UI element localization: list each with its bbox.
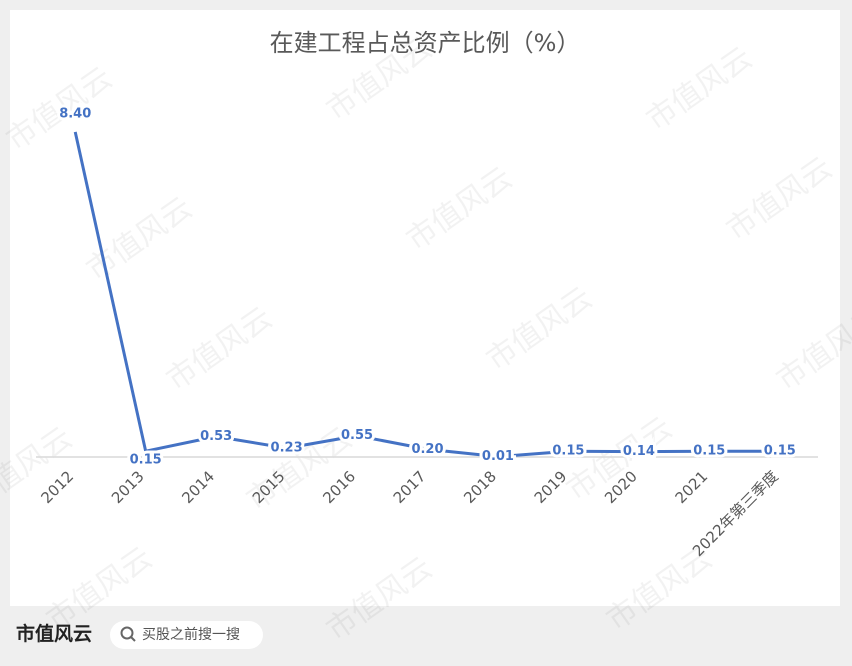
search-icon-handle (130, 636, 136, 642)
data-label: 0.55 (341, 428, 373, 443)
data-label: 0.53 (200, 429, 232, 444)
footer: 市值风云 买股之前搜一搜 (16, 621, 263, 649)
data-label: 0.15 (130, 453, 162, 468)
search-box[interactable] (110, 621, 263, 649)
search-placeholder: 买股之前搜一搜 (142, 626, 240, 643)
footer-logo: 市值风云 (16, 622, 92, 645)
data-label: 0.15 (693, 444, 725, 459)
data-label: 0.01 (482, 449, 514, 464)
line (73, 131, 780, 459)
data-label: 0.15 (552, 444, 584, 459)
search-icon (120, 626, 134, 640)
chart-title: 在建工程占总资产比例（%） (270, 29, 581, 57)
data-label: 0.14 (623, 444, 655, 459)
data-label: 0.15 (764, 444, 796, 459)
plot: 2012 2013 2014 2015 2016 2017 2018 2019 2020 2021… (38, 103, 799, 560)
chart-area (10, 10, 840, 606)
data-label: 0.23 (271, 441, 303, 456)
data-label: 0.20 (411, 442, 443, 457)
data-label: 8.40 (59, 106, 91, 121)
